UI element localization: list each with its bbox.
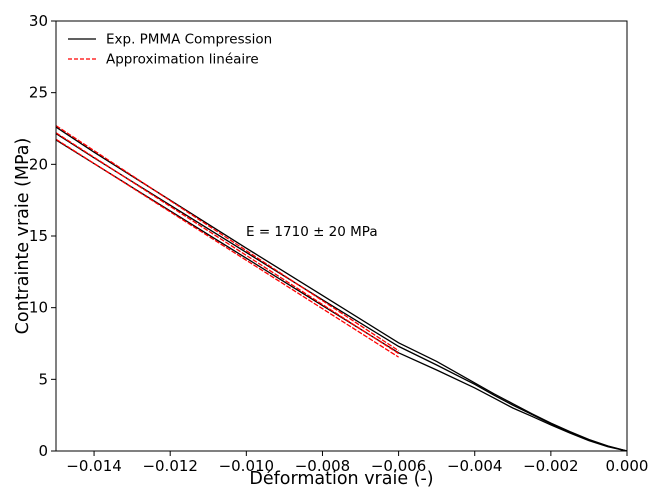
fit-line-2 [56, 133, 399, 354]
legend: Exp. PMMA Compression Approximation liné… [68, 32, 272, 68]
curves-layer [56, 126, 627, 451]
legend-label-exp: Exp. PMMA Compression [106, 32, 272, 48]
x-tick-label: −0.012 [142, 457, 198, 475]
y-tick-label: 0 [38, 442, 48, 460]
x-tick-label: −0.002 [523, 457, 579, 475]
annotation-modulus: E = 1710 ± 20 MPa [246, 224, 378, 240]
y-tick-label: 25 [29, 84, 48, 102]
y-tick-label: 5 [38, 370, 48, 388]
fit-line-3 [56, 139, 399, 357]
x-axis-title: Déformation vraie (-) [249, 469, 433, 489]
exp-curve-1 [56, 127, 627, 451]
y-axis-title: Contrainte vraie (MPa) [13, 138, 33, 335]
x-tick-label: −0.014 [66, 457, 122, 475]
x-tick-label: −0.004 [447, 457, 503, 475]
exp-curve-3 [56, 140, 627, 451]
x-tick-label: 0.000 [606, 457, 649, 475]
y-tick-label: 30 [29, 12, 48, 30]
legend-label-fit: Approximation linéaire [106, 52, 259, 68]
